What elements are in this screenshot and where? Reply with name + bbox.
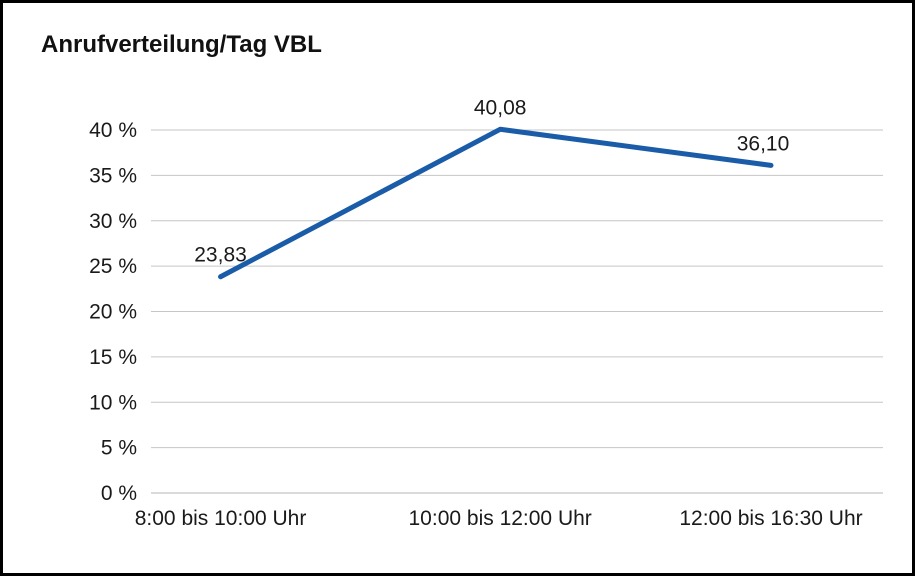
y-axis-tick-label: 15 %	[89, 346, 137, 369]
y-axis-tick-label: 0 %	[101, 482, 137, 505]
data-point-label: 36,10	[737, 132, 790, 155]
data-point-label: 23,83	[194, 244, 247, 267]
x-axis-category-label: 10:00 bis 12:00 Uhr	[409, 507, 592, 530]
y-axis-tick-label: 30 %	[89, 210, 137, 233]
x-axis-category-label: 12:00 bis 16:30 Uhr	[679, 507, 862, 530]
y-axis-tick-label: 5 %	[101, 437, 137, 460]
line-chart: 0 % 5 % 10 % 15 % 20 % 25 % 30 % 35 % 40 % 23,83 4…	[89, 96, 883, 530]
y-axis-tick-label: 20 %	[89, 301, 137, 324]
y-axis-tick-label: 35 %	[89, 164, 137, 187]
y-axis-tick-label: 40 %	[89, 119, 137, 142]
data-line-series	[218, 126, 774, 280]
y-axis-tick-label: 10 %	[89, 391, 137, 414]
chart-title: Anrufverteilung/Tag VBL	[41, 31, 322, 58]
y-axis-tick-label: 25 %	[89, 255, 137, 278]
data-point-label: 40,08	[474, 96, 527, 119]
x-axis-category-label: 8:00 bis 10:00 Uhr	[135, 507, 307, 530]
